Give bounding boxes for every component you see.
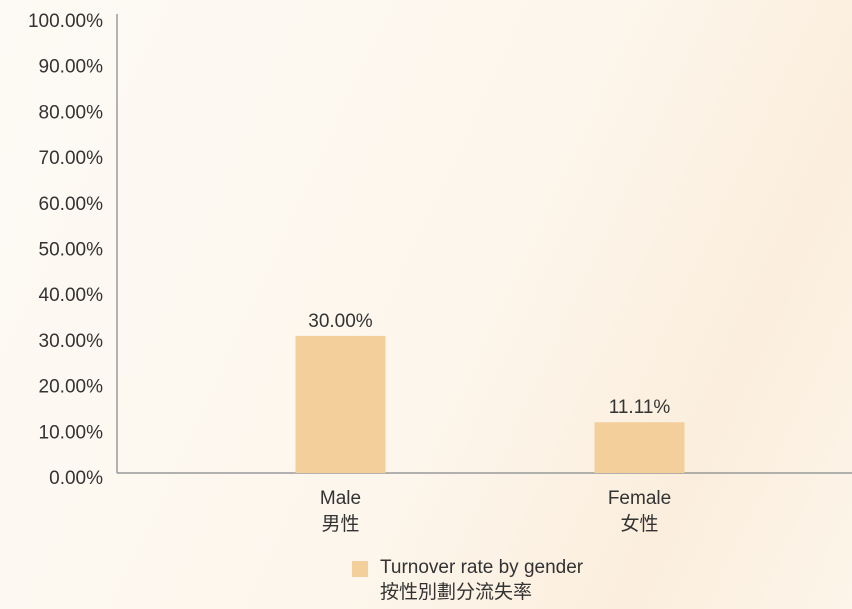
y-tick-label: 10.00% [39,422,104,443]
legend-swatch [352,561,368,577]
x-tick-label: Male 男性 [320,488,361,535]
data-label: 11.11% [609,397,671,418]
y-tick-label: 30.00% [39,331,104,352]
y-tick-label: 20.00% [39,377,104,398]
data-label: 30.00% [308,311,373,332]
y-tick-label: 0.00% [49,468,103,489]
y-tick-label: 100.00% [28,11,103,32]
y-tick-label: 90.00% [39,57,104,78]
y-tick-label: 80.00% [39,102,104,123]
y-tick-label: 60.00% [39,194,104,215]
bar [295,335,386,473]
y-tick-label: 50.00% [39,240,104,261]
x-tick-label: Female 女性 [608,488,671,535]
legend-label: Turnover rate by gender 按性別劃分流失率 [380,557,584,603]
y-tick-label: 70.00% [39,148,104,169]
y-tick-label: 40.00% [39,285,104,306]
bar [594,422,685,473]
